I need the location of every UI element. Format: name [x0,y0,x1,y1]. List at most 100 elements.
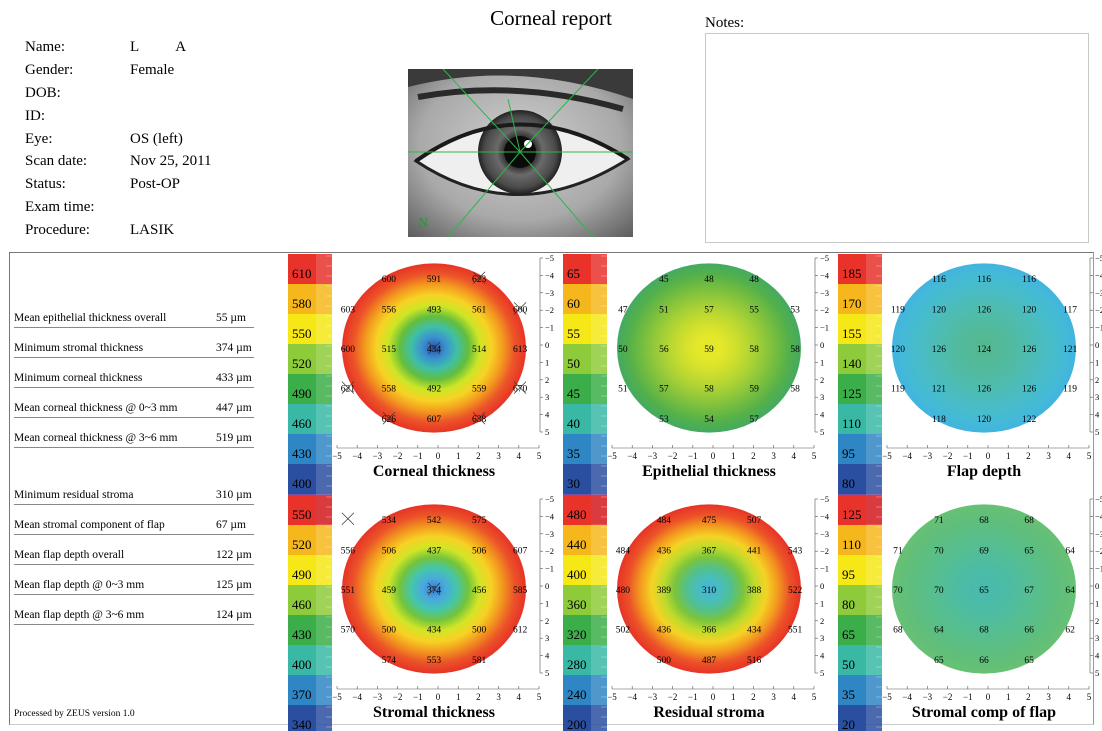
map-value: 57 [659,385,669,395]
map-value: 574 [382,656,397,666]
axis-tick-label: 0 [545,581,549,591]
stat-row: Mean epithelial thickness overall 55 µm [14,306,254,328]
axis-tick-label: −4 [352,692,362,702]
map-value: 623 [472,275,487,285]
map-value: 53 [659,415,669,425]
axis-tick-label: 4 [517,451,522,461]
axis-tick-label: −3 [545,529,554,539]
axis-tick-label: 2 [1026,451,1031,461]
patient-row: DOB: [25,82,212,105]
map-value: 57 [704,305,714,315]
scale-swatch [563,284,591,314]
axis-tick-label: 5 [1087,451,1092,461]
scale-swatch [838,284,866,314]
map-value: 502 [616,626,631,636]
map-value: 441 [747,546,762,556]
scale-label: 480 [567,507,587,522]
axis-tick-label: 4 [545,410,550,420]
axis-tick-label: 0 [986,692,991,702]
axis-tick-label: −3 [1095,288,1102,298]
map-value: 561 [472,305,487,315]
axis-tick-label: −5 [607,451,617,461]
patient-label: Eye: [25,130,53,147]
axis-tick-label: 5 [812,692,817,702]
map-value: 51 [618,385,628,395]
scale-swatch [838,555,866,585]
map-value: 570 [341,626,356,636]
scale-label: 30 [567,476,580,491]
scale-label: 65 [842,627,855,642]
axis-tick-label: −2 [393,692,403,702]
stat-row: Mean corneal thickness @ 3~6 mm 519 µm [14,426,254,448]
map-value: 493 [427,305,442,315]
map-value: 64 [1065,586,1075,596]
stat-value: 67 µm [216,519,246,531]
axis-tick-label: −4 [902,692,912,702]
scale-swatch [563,675,591,705]
map-value: 48 [704,275,714,285]
map-value: 484 [616,546,631,556]
map-value: 516 [747,656,762,666]
axis-tick-label: 5 [545,668,549,678]
scale-swatch [288,314,316,344]
map-value: 434 [427,626,442,636]
axis-tick-label: −1 [963,451,973,461]
map-value: 374 [427,586,442,596]
axis-tick-label: 5 [812,451,817,461]
axis-tick-label: 3 [1046,451,1051,461]
stat-row: Mean flap depth @ 0~3 mm 125 µm [14,573,254,595]
stat-row: Minimum stromal thickness 374 µm [14,336,254,358]
scale-swatch [563,585,591,615]
map-value: 613 [513,345,528,355]
map-disc [892,504,1076,674]
scale-label: 400 [567,567,587,582]
scale-label: 320 [567,627,587,642]
map-value: 53 [790,305,800,315]
map-disc [617,263,801,433]
patient-value: Post-OP [130,176,181,193]
scale-swatch [563,705,591,731]
map-value: 600 [341,345,356,355]
scale-label: 550 [292,507,312,522]
axis-tick-label: −4 [545,270,555,280]
axis-tick-label: −3 [373,692,383,702]
map-value: 68 [893,626,903,636]
map-value: 120 [1022,305,1037,315]
stat-value: 310 µm [216,489,252,501]
stat-row: Mean corneal thickness @ 0~3 mm 447 µm [14,396,254,418]
axis-tick-label: 0 [820,581,824,591]
map-value: 64 [1065,546,1075,556]
map-value: 116 [977,275,991,285]
map-value: 500 [657,656,672,666]
map-value: 69 [979,546,989,556]
stat-value: 374 µm [216,342,252,354]
map-value: 434 [747,626,762,636]
map-value: 506 [472,546,487,556]
notes-box[interactable] [705,33,1089,243]
scale-label: 60 [567,296,580,311]
map-value: 68 [979,626,989,636]
axis-tick-label: −1 [1095,323,1102,333]
scale-swatch [288,585,316,615]
scale-label: 125 [842,507,862,522]
axis-tick-label: −1 [688,692,698,702]
axis-tick-label: −1 [545,323,554,333]
map-value: 500 [472,626,487,636]
map-value: 66 [1024,626,1034,636]
scale-label: 430 [292,446,312,461]
map-value: 367 [702,546,717,556]
axis-tick-label: −5 [820,253,829,263]
report-title: Corneal report [490,6,612,30]
map-value: 58 [749,345,759,355]
axis-tick-label: 0 [986,451,991,461]
patient-label: Gender: [25,61,74,78]
scale-swatch [563,645,591,675]
scale-label: 140 [842,356,862,371]
axis-tick-label: 1 [820,598,824,608]
map-value: 600 [513,305,528,315]
axis-tick-label: −4 [1095,511,1102,521]
axis-tick-label: 2 [476,451,481,461]
scale-label: 110 [842,537,861,552]
